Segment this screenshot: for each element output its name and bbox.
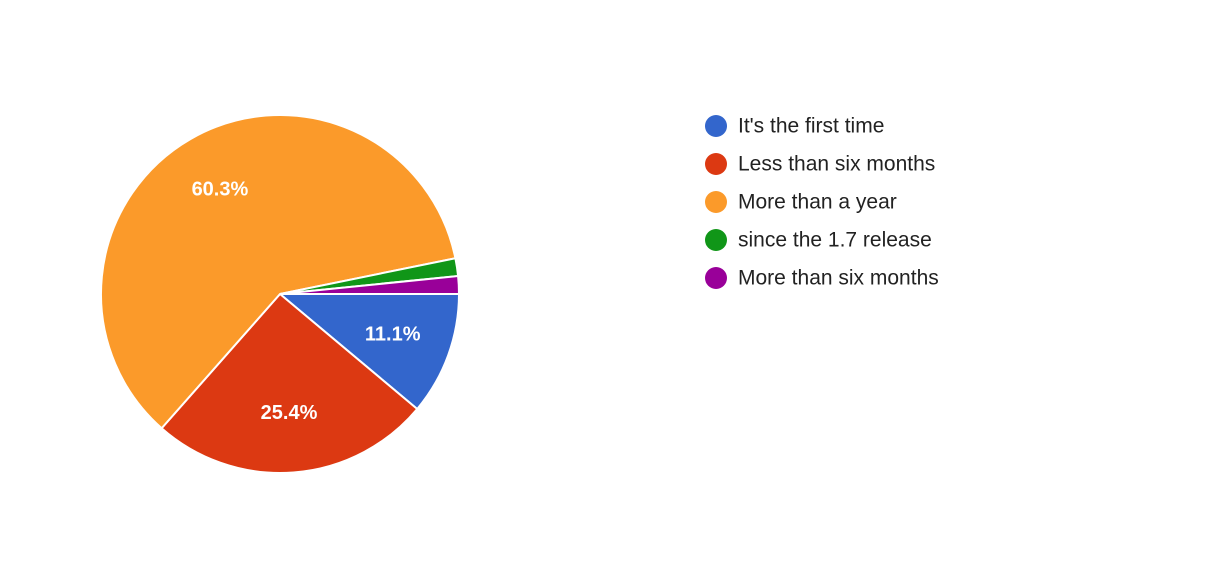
legend-label: Less than six months: [738, 153, 935, 176]
slice-label: 60.3%: [192, 178, 249, 200]
legend-label: More than a year: [738, 191, 897, 214]
slice-label: 11.1%: [365, 323, 421, 345]
legend-marker: [705, 191, 727, 213]
legend-marker: [705, 229, 727, 251]
pie-slice: [279, 274, 461, 295]
pie-slice: [277, 293, 461, 411]
slice-label: 25.4%: [261, 402, 318, 424]
pie-slice: [160, 292, 419, 474]
legend-marker: [705, 115, 727, 137]
legend-marker: [705, 267, 727, 289]
legend-label: More than six months: [738, 267, 939, 290]
legend-label: It's the first time: [738, 115, 884, 138]
legend-marker: [705, 153, 727, 175]
legend-label: since the 1.7 release: [738, 229, 932, 252]
pie-slice: [100, 114, 457, 430]
